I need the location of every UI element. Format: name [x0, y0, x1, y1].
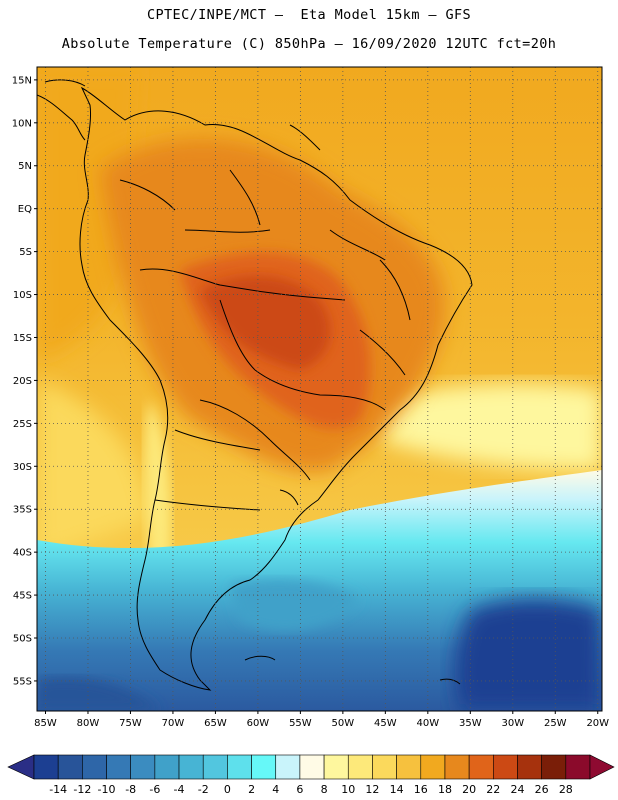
lon-tick-label: 25W [544, 718, 567, 729]
colorbar-label: -8 [125, 783, 136, 796]
colorbar-label: 24 [510, 783, 524, 796]
colorbar-swatch [541, 754, 567, 780]
colorbar-label: 8 [321, 783, 328, 796]
lat-tick-label: 40S [13, 548, 32, 559]
latitude-axis: 15N 10N 5N EQ 5S 10S 15S 20S 25S 30S 35S 40S 45S 50S 5… [12, 75, 37, 687]
colorbar-swatch [493, 754, 518, 780]
lon-tick-label: 50W [332, 718, 355, 729]
colorbar-swatch [299, 754, 325, 780]
lat-tick-label: EQ [18, 204, 32, 215]
colorbar-swatch [33, 754, 59, 780]
lat-tick-label: 20S [13, 376, 32, 387]
lat-tick-label: 15S [13, 333, 32, 344]
colorbar-swatch [178, 754, 204, 780]
colorbar-label: 20 [462, 783, 476, 796]
colorbar-label: -4 [174, 783, 185, 796]
colorbar-label: 18 [438, 783, 452, 796]
title-line-1: CPTEC/INPE/MCT – Eta Model 15km – GFS [146, 7, 472, 23]
colorbar-swatch [323, 754, 349, 780]
colorbar-swatch [420, 754, 446, 780]
colorbar-swatch [82, 754, 107, 780]
colorbar-label: -2 [198, 783, 209, 796]
colorbar-under-arrow [7, 754, 35, 780]
colorbar-label: -10 [98, 783, 116, 796]
lon-tick-label: 80W [77, 718, 100, 729]
lat-tick-label: 10S [13, 290, 32, 301]
colorbar-swatch [444, 754, 470, 780]
lat-tick-label: 55S [13, 676, 32, 687]
lat-tick-label: 10N [12, 118, 32, 129]
colorbar-label: 4 [272, 783, 279, 796]
colorbar-label: 26 [535, 783, 549, 796]
title-line-2: Absolute Temperature (C) 850hPa – 16/09/… [61, 36, 557, 52]
colorbar-label: 2 [248, 783, 255, 796]
colorbar-swatch [227, 754, 252, 780]
lon-tick-label: 70W [162, 718, 185, 729]
colorbar-label: 16 [414, 783, 428, 796]
colorbar-swatch [565, 754, 591, 780]
colorbar-label: 0 [224, 783, 231, 796]
lon-tick-label: 75W [119, 718, 142, 729]
colorbar-swatch [372, 754, 397, 780]
lon-tick-label: 20W [586, 718, 609, 729]
colorbar-swatch [251, 754, 277, 780]
temperature-field [37, 67, 602, 711]
colorbar-swatch [275, 754, 301, 780]
lat-tick-label: 15N [12, 75, 32, 86]
colorbar-label: 6 [296, 783, 303, 796]
coastlines [37, 79, 473, 691]
lat-tick-label: 25S [13, 419, 32, 430]
lat-tick-label: 50S [13, 634, 32, 645]
lon-tick-label: 35W [459, 718, 482, 729]
map-frame [36, 66, 603, 712]
colorbar-swatch [106, 754, 131, 780]
longitude-axis: 85W 80W 75W 70W 65W 60W 55W 50W 45W 40W 35W 30W 25W 2… [34, 711, 609, 729]
colorbar-label: 14 [390, 783, 404, 796]
lon-tick-label: 30W [501, 718, 524, 729]
colorbar-label: 28 [559, 783, 573, 796]
colorbar-label: -14 [49, 783, 67, 796]
lon-tick-label: 45W [374, 718, 397, 729]
lat-tick-label: 45S [13, 591, 32, 602]
colorbar-label: -12 [73, 783, 91, 796]
lon-tick-label: 55W [289, 718, 312, 729]
colorbar-swatch [347, 754, 373, 780]
lat-tick-label: 5N [18, 161, 32, 172]
colorbar-swatch [468, 754, 494, 780]
colorbar-label: -6 [149, 783, 160, 796]
colorbar-label: 10 [341, 783, 355, 796]
lat-tick-label: 35S [13, 505, 32, 516]
lon-tick-label: 60W [247, 718, 270, 729]
lon-tick-label: 40W [417, 718, 440, 729]
colorbar-swatch [57, 754, 83, 780]
colorbar-swatch [517, 754, 542, 780]
colorbar-label: 22 [486, 783, 500, 796]
graticule [37, 67, 602, 711]
colorbar-label: 12 [365, 783, 379, 796]
lon-tick-label: 85W [34, 718, 57, 729]
colorbar: -14 -12 -10 -8 -6 -4 -2 0 2 4 6 8 10 12 14 16 18 20 22 24 26… [7, 754, 615, 796]
colorbar-over-arrow [589, 754, 615, 780]
lat-tick-label: 30S [13, 462, 32, 473]
colorbar-swatch [202, 754, 228, 780]
lon-tick-label: 65W [204, 718, 227, 729]
colorbar-swatch [130, 754, 156, 780]
colorbar-swatch [154, 754, 180, 780]
lat-tick-label: 5S [19, 247, 32, 258]
colorbar-swatch [396, 754, 422, 780]
